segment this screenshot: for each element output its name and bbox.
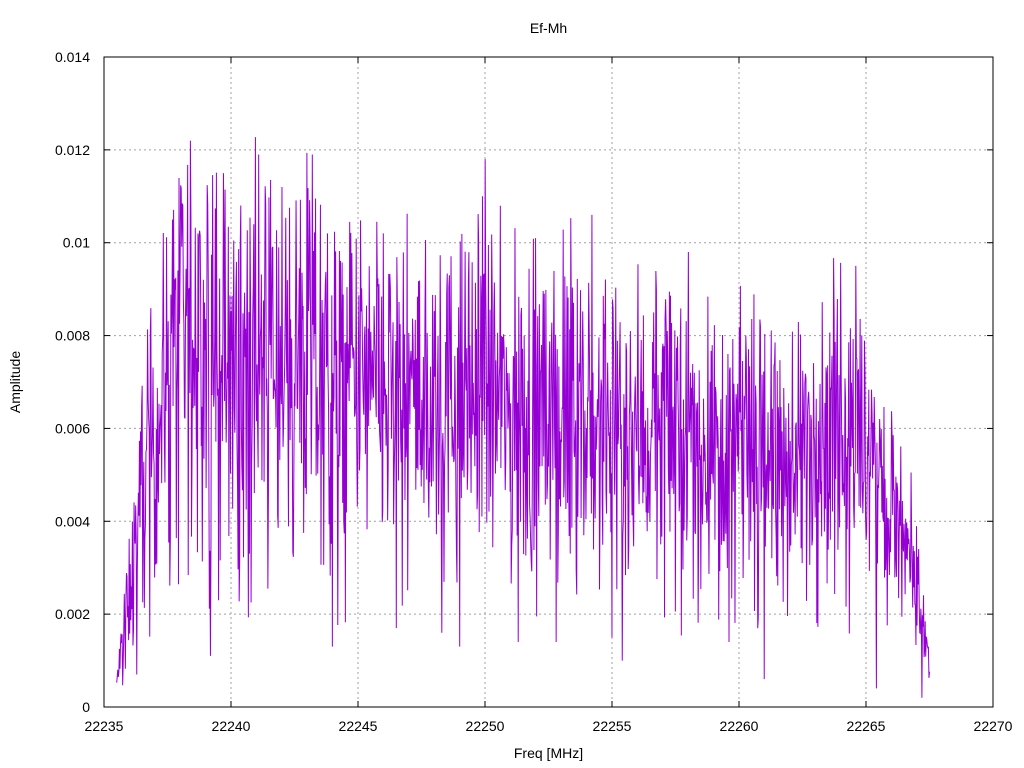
x-tick-label: 22255 (593, 718, 632, 734)
x-tick-label: 22245 (339, 718, 378, 734)
y-axis-label: Amplitude (7, 351, 23, 413)
y-tick-label: 0.012 (55, 142, 90, 158)
x-tick-label: 22265 (847, 718, 886, 734)
tick-layer: 22235 22240 22245 22250 22255 22260 22265 22270… (55, 49, 1013, 734)
x-axis-label: Freq [MHz] (514, 745, 583, 761)
y-tick-label: 0.002 (55, 606, 90, 622)
x-tick-label: 22235 (85, 718, 124, 734)
x-tick-label: 22250 (466, 718, 505, 734)
x-tick-label: 22260 (720, 718, 759, 734)
y-tick-label: 0.008 (55, 328, 90, 344)
y-tick-label: 0.014 (55, 49, 90, 65)
x-tick-label: 22240 (212, 718, 251, 734)
y-tick-label: 0 (82, 699, 90, 715)
chart-title: Ef-Mh (530, 20, 567, 36)
series-layer (116, 137, 930, 698)
y-tick-label: 0.01 (63, 235, 90, 251)
x-tick-label: 22270 (974, 718, 1013, 734)
plot-frame (103, 56, 994, 708)
y-tick-label: 0.006 (55, 420, 90, 436)
y-tick-label: 0.004 (55, 513, 90, 529)
series-line (116, 137, 930, 698)
